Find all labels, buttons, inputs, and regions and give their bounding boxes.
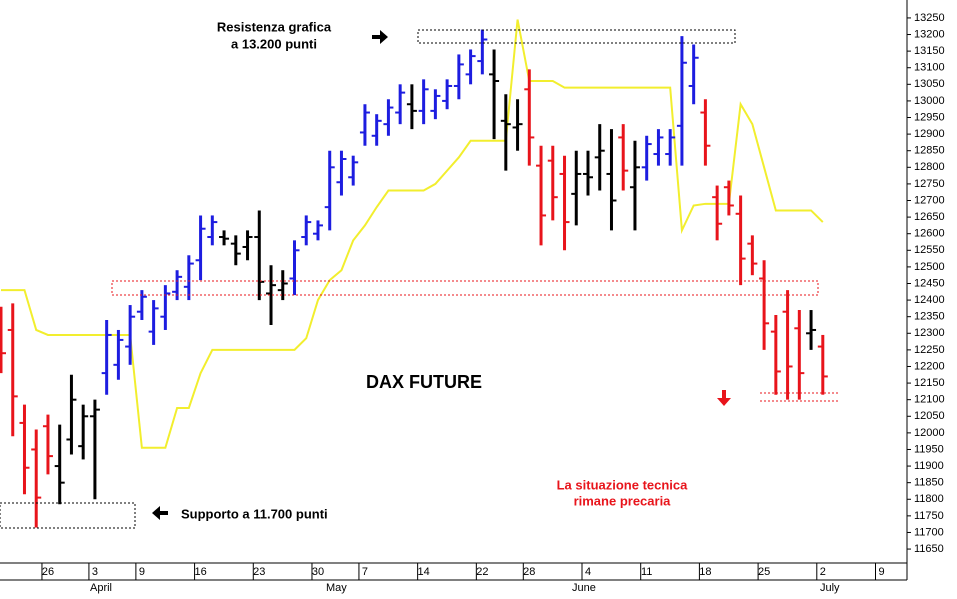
y-tick-label: 12250 xyxy=(914,344,945,356)
y-tick-label: 11700 xyxy=(914,526,944,538)
x-tick-label: 30 xyxy=(312,566,324,578)
y-tick-label: 12200 xyxy=(914,360,945,372)
resistance-box xyxy=(417,29,736,44)
annotation: Supporto a 11.700 punti xyxy=(181,506,328,521)
x-tick-label: 26 xyxy=(42,566,54,578)
x-tick-label: 11 xyxy=(641,566,652,578)
month-label: May xyxy=(326,582,347,594)
x-tick-label: 23 xyxy=(253,566,265,578)
y-tick-label: 12350 xyxy=(914,311,945,323)
x-tick-label: 22 xyxy=(476,566,488,578)
y-tick-label: 13200 xyxy=(914,28,945,40)
y-tick-label: 12100 xyxy=(914,394,945,406)
arrow-left xyxy=(152,506,168,520)
y-tick-label: 12050 xyxy=(914,410,945,422)
annotation: La situazione tecnica xyxy=(557,477,689,492)
y-tick-label: 13000 xyxy=(914,95,945,107)
y-tick-label: 12950 xyxy=(914,111,945,123)
y-tick-label: 12400 xyxy=(914,294,945,306)
y-tick-label: 12650 xyxy=(914,211,945,223)
y-tick-label: 12000 xyxy=(914,427,945,439)
x-tick-label: 16 xyxy=(194,566,206,578)
y-tick-label: 11800 xyxy=(914,493,944,505)
y-tick-label: 13150 xyxy=(914,45,945,57)
month-label: July xyxy=(820,582,840,594)
y-tick-label: 13250 xyxy=(914,12,945,24)
y-tick-label: 11750 xyxy=(914,510,944,522)
y-tick-label: 12700 xyxy=(914,194,945,206)
plot-area xyxy=(0,19,828,528)
y-tick-label: 11900 xyxy=(914,460,944,472)
x-tick-label: 18 xyxy=(699,566,711,578)
y-tick-label: 12150 xyxy=(914,377,945,389)
chart-title: DAX FUTURE xyxy=(366,372,482,392)
annotation: a 13.200 punti xyxy=(231,36,317,51)
annotation: Resistenza grafica xyxy=(217,19,332,34)
y-tick-label: 12550 xyxy=(914,244,945,256)
y-tick-label: 13050 xyxy=(914,78,945,90)
y-tick-label: 12500 xyxy=(914,261,945,273)
indicator-line xyxy=(1,19,824,449)
x-tick-label: 25 xyxy=(758,566,770,578)
y-tick-label: 12800 xyxy=(914,161,945,173)
x-tick-label: 28 xyxy=(523,566,535,578)
x-tick-label: 7 xyxy=(362,566,368,578)
y-tick-label: 11950 xyxy=(914,443,944,455)
annotation: rimane precaria xyxy=(574,493,672,508)
y-tick-label: 13100 xyxy=(914,62,945,74)
arrow-right xyxy=(372,30,388,44)
x-tick-label: 2 xyxy=(820,566,826,578)
y-tick-label: 11850 xyxy=(914,477,944,489)
y-tick-label: 12450 xyxy=(914,277,945,289)
x-tick-label: 3 xyxy=(92,566,98,578)
y-tick-label: 12900 xyxy=(914,128,945,140)
arrow-down xyxy=(717,390,731,406)
y-tick-label: 12300 xyxy=(914,327,945,339)
y-tick-label: 12600 xyxy=(914,228,945,240)
y-tick-label: 11650 xyxy=(914,543,944,555)
y-tick-label: 12850 xyxy=(914,145,945,157)
y-tick-label: 12750 xyxy=(914,178,945,190)
x-tick-label: 4 xyxy=(585,566,591,578)
x-tick-label: 9 xyxy=(139,566,145,578)
zone-box xyxy=(111,280,819,296)
month-label: June xyxy=(572,582,596,594)
x-tick-label: 14 xyxy=(418,566,430,578)
x-tick-label: 9 xyxy=(878,566,884,578)
month-label: April xyxy=(90,582,112,594)
